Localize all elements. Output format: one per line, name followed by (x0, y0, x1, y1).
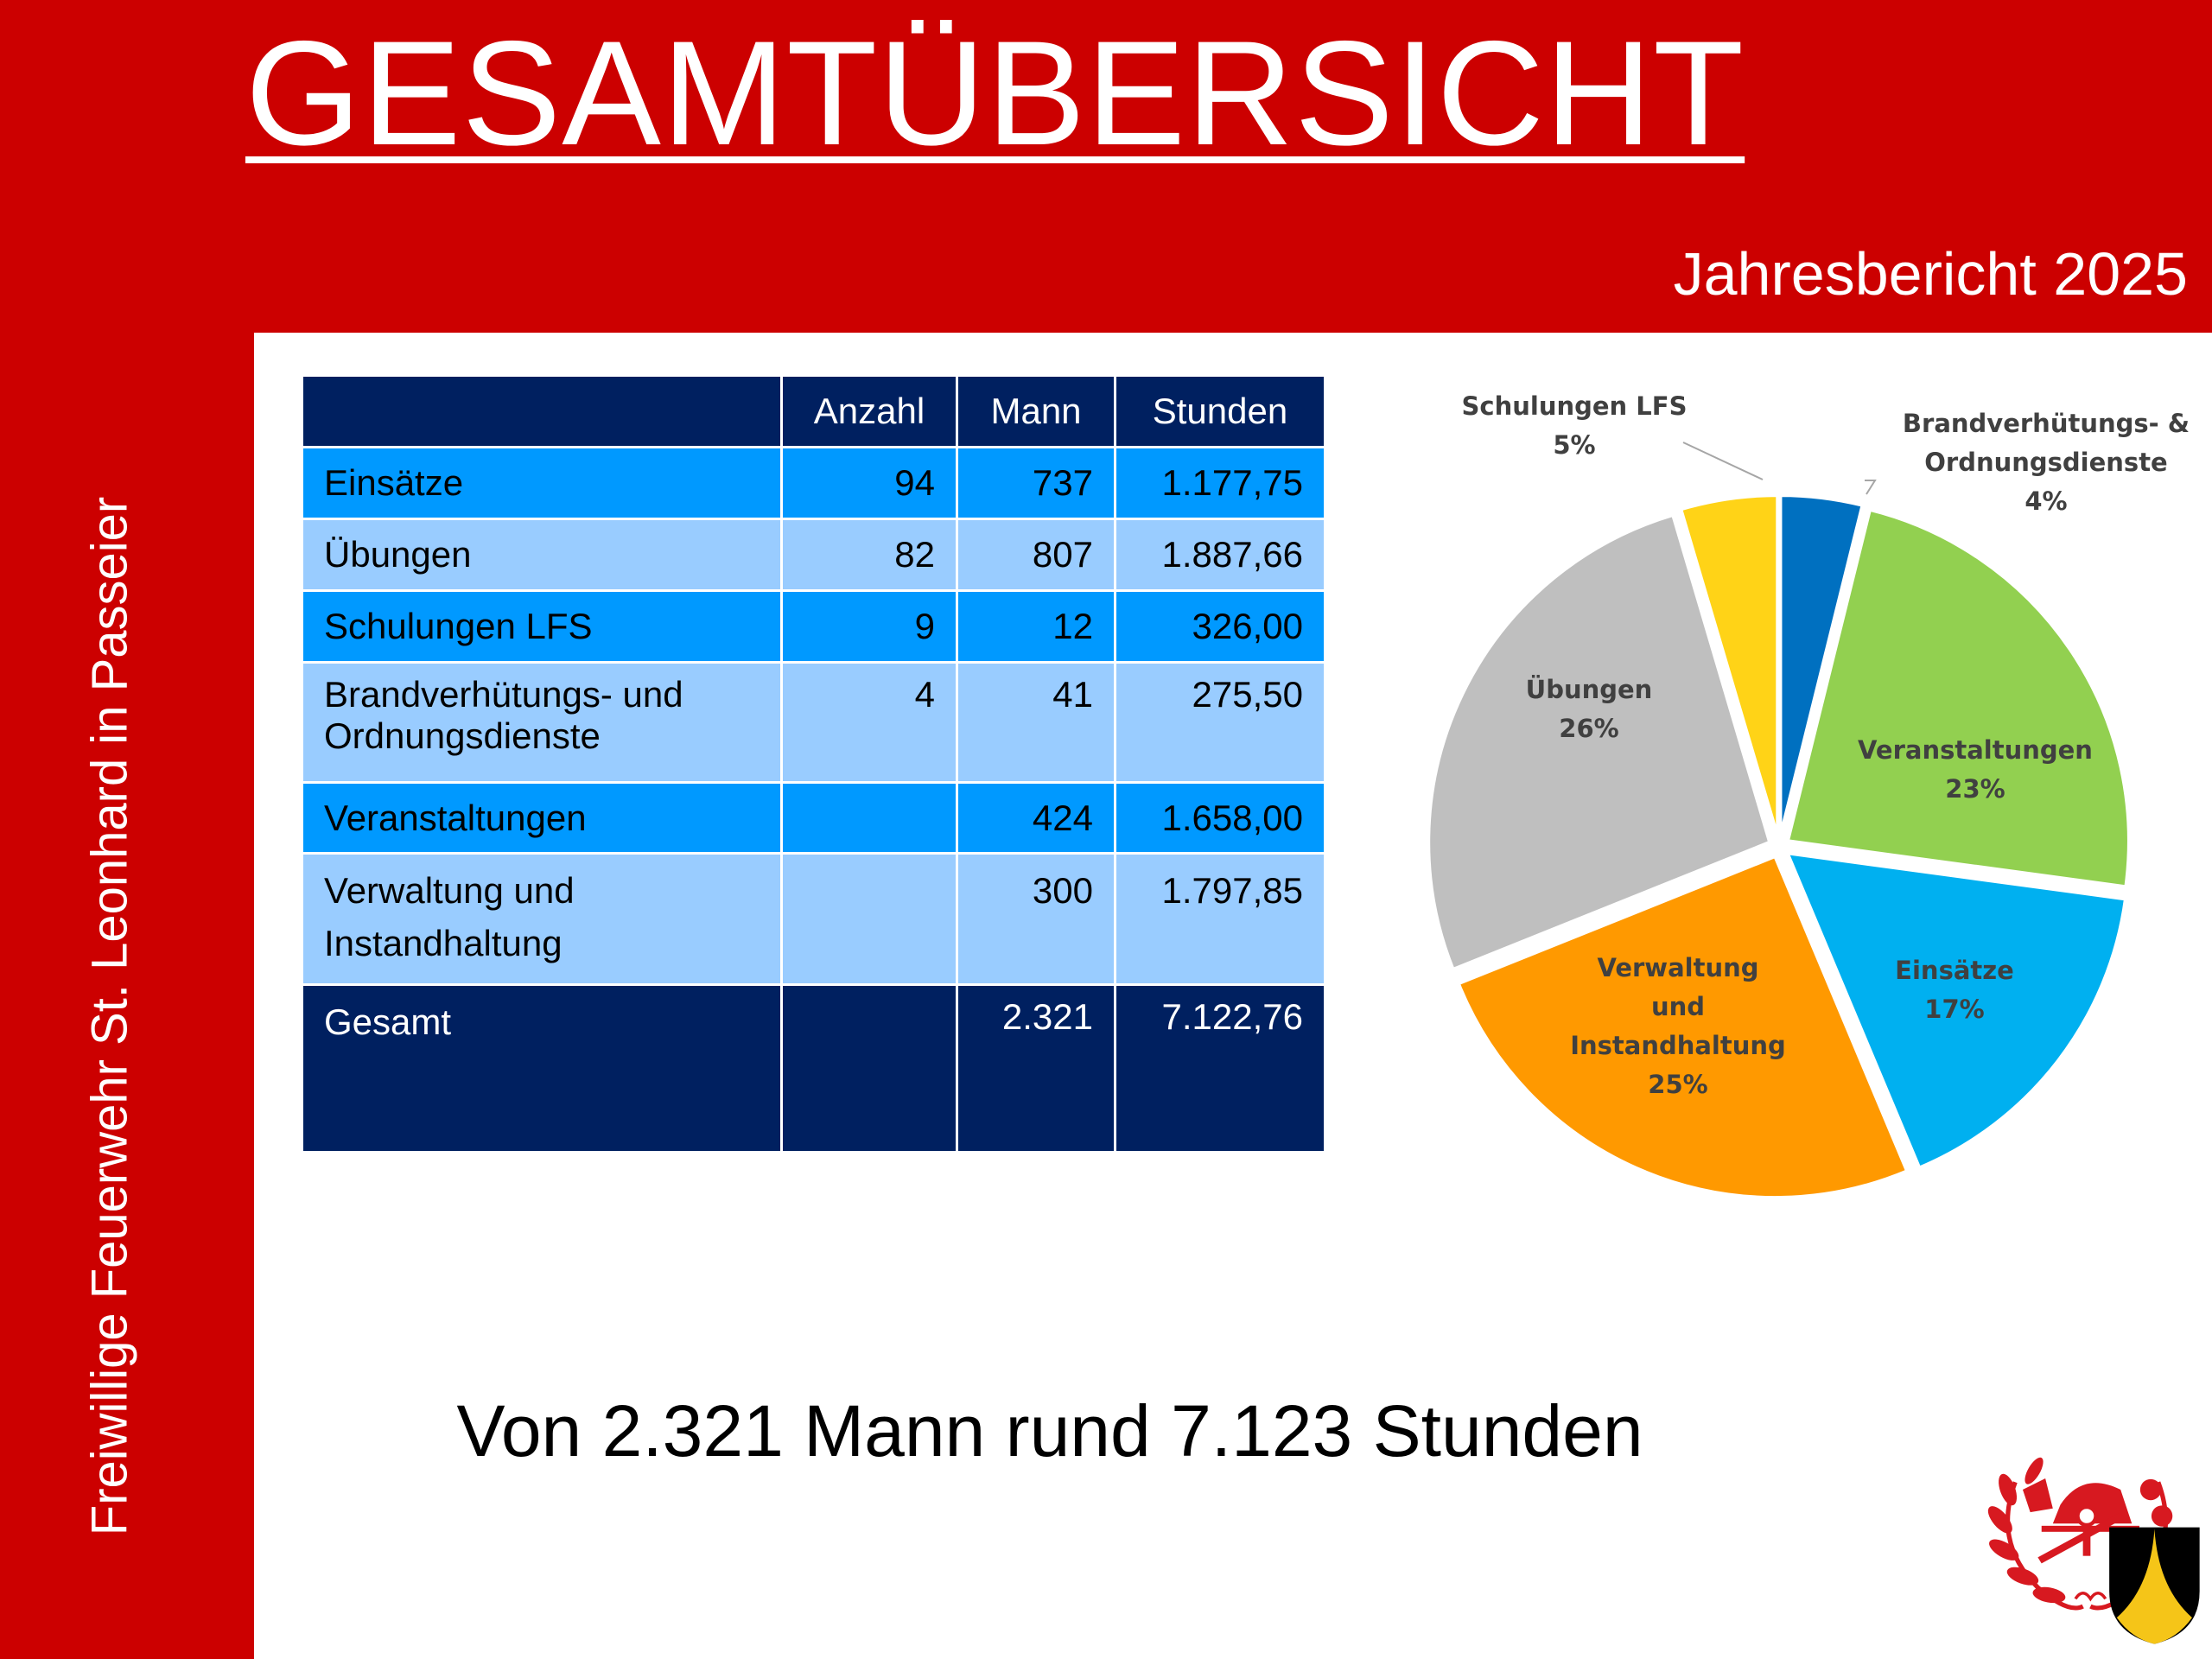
cell-mann: 424 (956, 781, 1116, 855)
cell-stunden: 1.177,75 (1114, 446, 1326, 520)
row-label: Verwaltung und Instandhaltung (301, 852, 783, 986)
pie-label: Schulungen LFS 5% (1462, 391, 1688, 460)
cell-stunden: 1.797,85 (1114, 852, 1326, 986)
cell-anzahl: 4 (780, 661, 958, 784)
row-label: Schulungen LFS (301, 589, 783, 664)
column-header-anzahl: Anzahl (780, 374, 958, 448)
pie-leader-line (1682, 442, 1764, 480)
table-row: Einsätze 94 737 1.177,75 (301, 446, 1326, 520)
cell-mann: 2.321 (956, 983, 1116, 1154)
cell-stunden: 1.658,00 (1114, 781, 1326, 855)
table-row: Brandverhütungs- und Ordnungsdienste 4 4… (301, 661, 1326, 784)
fire-brigade-logo (1987, 1457, 2200, 1644)
summary-text: Von 2.321 Mann rund 7.123 Stunden (456, 1390, 1643, 1471)
pie-slice-2 (1784, 850, 2128, 1171)
pie-slice-0 (1778, 493, 1865, 837)
row-label: Brandverhütungs- und Ordnungsdienste (301, 661, 783, 784)
cell-anzahl (780, 983, 958, 1154)
cell-anzahl (780, 852, 958, 986)
cell-anzahl: 9 (780, 589, 958, 664)
pie-slice-5 (1678, 493, 1780, 837)
cell-mann: 300 (956, 852, 1116, 986)
pie-label: Einsätze 17% (1895, 956, 2014, 1024)
cell-mann: 12 (956, 589, 1116, 664)
pie-label: Brandverhütungs- & Ordnungsdienste 4% (1903, 409, 2190, 516)
table-header-row: Anzahl Mann Stunden (301, 374, 1326, 448)
table-row: Verwaltung und Instandhaltung 300 1.797,… (301, 852, 1326, 986)
column-header-mann: Mann (956, 374, 1116, 448)
table-total-row: Gesamt 2.321 7.122,76 (301, 983, 1326, 1154)
cell-anzahl (780, 781, 958, 855)
table-row: Übungen 82 807 1.887,66 (301, 518, 1326, 592)
pie-slice-4 (1427, 512, 1772, 972)
cell-mann: 41 (956, 661, 1116, 784)
cell-stunden: 1.887,66 (1114, 518, 1326, 592)
row-label: Gesamt (301, 983, 783, 1154)
row-label: Übungen (301, 518, 783, 592)
pie-label: Veranstaltungen 23% (1858, 735, 2093, 804)
cell-stunden: 326,00 (1114, 589, 1326, 664)
pie-slice-1 (1785, 507, 2131, 889)
table-row: Schulungen LFS 9 12 326,00 (301, 589, 1326, 664)
pie-label: Übungen 26% (1526, 675, 1653, 743)
page-title: GESAMTÜBERSICHT (245, 10, 1745, 176)
column-header-category (301, 374, 783, 448)
pie-label: Verwaltung und Instandhaltung 25% (1570, 953, 1786, 1099)
row-label: Veranstaltungen (301, 781, 783, 855)
table-row: Veranstaltungen 424 1.658,00 (301, 781, 1326, 855)
cell-stunden: 7.122,76 (1114, 983, 1326, 1154)
cell-stunden: 275,50 (1114, 661, 1326, 784)
report-subtitle: Jahresbericht 2025 (1673, 240, 2188, 308)
column-header-stunden: Stunden (1114, 374, 1326, 448)
row-label: Einsätze (301, 446, 783, 520)
pie-slice-3 (1456, 854, 1910, 1199)
cell-anzahl: 82 (780, 518, 958, 592)
cell-anzahl: 94 (780, 446, 958, 520)
cell-mann: 737 (956, 446, 1116, 520)
cell-mann: 807 (956, 518, 1116, 592)
summary-table: Anzahl Mann Stunden Einsätze 94 737 1.17… (301, 374, 1326, 1154)
pie-leader-line (1865, 480, 1877, 495)
